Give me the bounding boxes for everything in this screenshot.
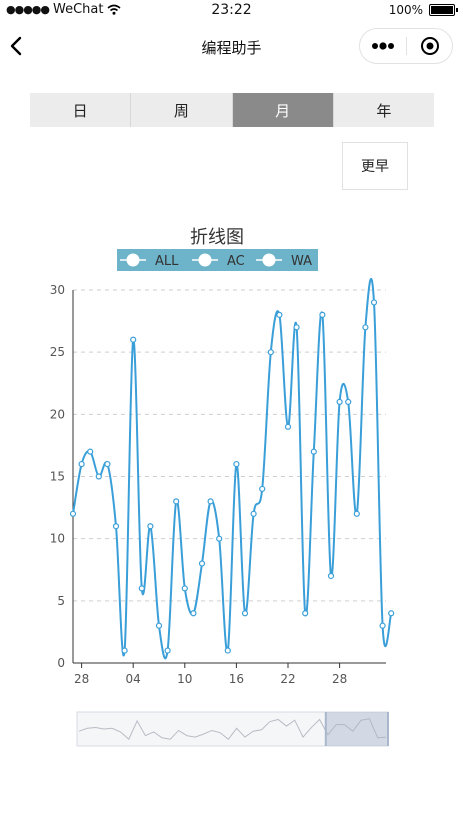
- series-line-all: [72, 277, 393, 660]
- status-bar: ●●●●● WeChat 23:22 100%: [0, 0, 463, 22]
- wifi-icon: [107, 4, 121, 15]
- back-button[interactable]: [6, 32, 30, 60]
- legend-marker[interactable]: [126, 253, 140, 267]
- data-point: [319, 311, 326, 318]
- x-tick-label: 04: [126, 672, 141, 686]
- x-tick-label: 28: [332, 672, 347, 686]
- earlier-button[interactable]: 更早: [342, 142, 408, 190]
- datazoom-preview: [78, 718, 387, 741]
- data-point: [216, 535, 223, 542]
- status-battery: 100%: [388, 3, 458, 17]
- legend-marker[interactable]: [262, 253, 276, 267]
- nav-bar: 编程助手: [0, 22, 463, 70]
- data-point: [104, 460, 111, 468]
- data-point: [224, 647, 231, 654]
- target-circle-icon: [420, 37, 439, 55]
- data-point: [130, 336, 137, 343]
- data-point: [353, 510, 360, 517]
- data-point: [379, 622, 386, 629]
- battery-percent: 100%: [388, 3, 423, 17]
- legend-label[interactable]: AC: [227, 254, 245, 269]
- data-point: [276, 311, 283, 318]
- data-point: [181, 585, 188, 592]
- data-point: [310, 448, 317, 455]
- x-tick-label: 28: [74, 672, 89, 686]
- data-point: [78, 460, 85, 468]
- capsule-menu: [359, 28, 453, 64]
- y-tick-label: 25: [50, 345, 65, 359]
- data-point: [259, 485, 266, 493]
- data-point: [112, 523, 120, 530]
- y-tick-label: 5: [57, 594, 65, 608]
- y-tick-label: 30: [50, 283, 65, 297]
- datazoom-track[interactable]: [76, 711, 389, 747]
- capsule-divider: [406, 37, 407, 55]
- data-point: [267, 349, 274, 356]
- tab-day[interactable]: 日: [72, 101, 88, 120]
- data-point: [388, 610, 395, 617]
- chevron-left-icon: [10, 36, 22, 56]
- data-point: [370, 299, 378, 306]
- data-point: [87, 448, 94, 455]
- datazoom-window[interactable]: [325, 712, 388, 746]
- data-point: [164, 647, 171, 654]
- legend-label[interactable]: WA: [291, 254, 312, 269]
- tab-year[interactable]: 年: [332, 93, 434, 127]
- data-point: [207, 498, 214, 505]
- tab-month[interactable]: 月: [231, 93, 333, 127]
- data-point: [241, 610, 249, 617]
- page-title: 编程助手: [201, 39, 262, 57]
- carrier-label: WeChat: [53, 2, 104, 17]
- data-point: [327, 572, 335, 580]
- close-miniprogram-button[interactable]: [407, 29, 452, 63]
- y-tick-label: 20: [50, 407, 65, 421]
- more-button[interactable]: [360, 29, 406, 63]
- data-point: [233, 460, 240, 468]
- x-tick-label: 10: [177, 672, 192, 686]
- data-point: [173, 498, 180, 505]
- data-point: [362, 324, 369, 331]
- x-tick-label: 22: [280, 672, 295, 686]
- data-point: [302, 610, 309, 617]
- data-point: [95, 473, 102, 480]
- legend-label[interactable]: ALL: [155, 254, 179, 269]
- data-point: [190, 610, 197, 617]
- more-dots-icon: [372, 42, 394, 50]
- data-point: [155, 622, 163, 629]
- battery-icon: [429, 4, 458, 16]
- y-tick-label: 0: [57, 656, 65, 670]
- data-point: [147, 523, 154, 530]
- y-tick-label: 10: [50, 532, 65, 546]
- status-time: 23:22: [211, 2, 252, 18]
- data-point: [138, 585, 145, 592]
- datazoom-handle-end[interactable]: [387, 712, 389, 746]
- data-point: [69, 510, 77, 517]
- data-point: [121, 647, 128, 654]
- status-carrier: ●●●●● WeChat: [6, 2, 121, 17]
- legend-marker[interactable]: [198, 253, 212, 267]
- data-point: [293, 324, 300, 331]
- line-chart: 折线图 ALL AC WA 0 5 10 15 20 25 30 28 04 10 16 22 28: [50, 227, 395, 747]
- data-point: [345, 398, 352, 405]
- x-tick-label: 16: [229, 672, 244, 686]
- chart-title: 折线图: [190, 227, 244, 248]
- data-point: [284, 423, 292, 430]
- period-tabs: 日 周 月 年: [30, 93, 434, 127]
- data-point: [336, 398, 343, 405]
- tab-week[interactable]: 周: [130, 93, 231, 127]
- data-point: [198, 560, 206, 567]
- signal-dots-icon: ●●●●●: [6, 3, 50, 16]
- datazoom-handle-start[interactable]: [324, 712, 327, 746]
- data-point: [250, 510, 257, 517]
- y-tick-label: 15: [50, 470, 65, 484]
